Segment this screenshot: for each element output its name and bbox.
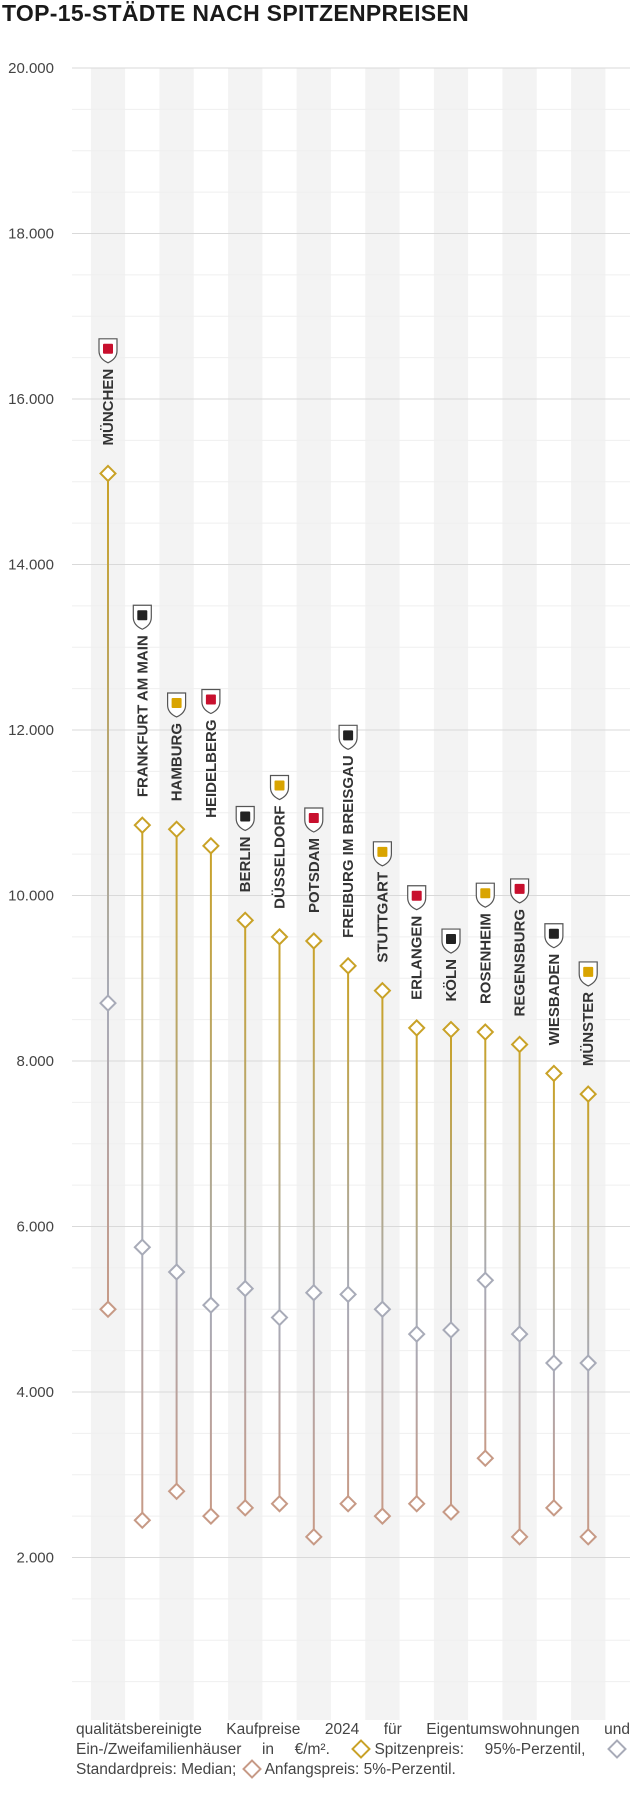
coat-of-arms-emblem-icon xyxy=(446,934,456,945)
y-tick-label: 18.000 xyxy=(8,226,54,243)
anfangspreis-point xyxy=(373,1507,392,1526)
anfangspreis-point xyxy=(167,1482,186,1501)
standardpreis-point xyxy=(544,1354,563,1372)
spitzenpreis-point xyxy=(510,1035,529,1054)
anfangspreis-point xyxy=(270,1494,289,1513)
city-label: POTSDAM xyxy=(306,838,323,913)
anfangspreis-point xyxy=(476,1449,495,1468)
legend-spitzen-diamond-icon xyxy=(351,1739,372,1760)
standardpreis-point xyxy=(133,1238,152,1257)
anfangspreis-point xyxy=(133,1511,152,1530)
city-label: MÜNCHEN xyxy=(100,369,117,446)
city-label: FRANKFURT AM MAIN xyxy=(134,635,151,797)
city-label: FREIBURG IM BREISGAU xyxy=(340,755,357,938)
spitzenpreis-point xyxy=(442,1020,460,1039)
legend-anfang-diamond-icon xyxy=(241,1759,262,1780)
anfangspreis-point xyxy=(510,1527,529,1546)
standardpreis-point xyxy=(407,1325,426,1343)
y-tick-label: 8.000 xyxy=(16,1053,54,1070)
legend-standard-label: Standardpreis: Median; xyxy=(76,1761,237,1778)
anfangspreis-point xyxy=(201,1507,220,1526)
spitzenpreis-point xyxy=(476,1023,495,1041)
standardpreis-point xyxy=(442,1321,460,1339)
city-label: STUTTGART xyxy=(374,872,391,963)
standardpreis-point xyxy=(167,1263,186,1281)
anfangspreis-point xyxy=(236,1498,255,1517)
coat-of-arms-emblem-icon xyxy=(343,730,354,741)
y-tick-label: - xyxy=(49,1715,54,1720)
city-label: HAMBURG xyxy=(169,723,186,801)
coat-of-arms-emblem-icon xyxy=(480,888,491,899)
spitzenpreis-point xyxy=(133,816,152,835)
city-label: DÜSSELDORF xyxy=(272,806,289,909)
coat-of-arms-emblem-icon xyxy=(308,813,319,824)
y-tick-label: 10.000 xyxy=(8,888,54,905)
coat-of-arms-emblem-icon xyxy=(274,780,285,791)
price-chart: - 2.000 4.000 6.000 8.000 10.000 12.000 14.000 1… xyxy=(8,60,630,1720)
anfangspreis-point xyxy=(579,1527,598,1546)
standardpreis-point xyxy=(476,1271,495,1290)
legend-spitzen-label: Spitzenpreis: 95%-Perzentil, xyxy=(374,1741,586,1758)
spitzenpreis-point xyxy=(407,1018,426,1037)
spitzenpreis-point xyxy=(99,464,117,483)
city-label: MÜNSTER xyxy=(580,992,597,1066)
legend-standard-diamond-icon xyxy=(607,1739,627,1760)
legend: qualitätsbereinigte Kaufpreise 2024 für … xyxy=(76,1720,630,1780)
spitzenpreis-point xyxy=(201,836,220,855)
standardpreis-point xyxy=(236,1279,255,1298)
y-tick-label: 16.000 xyxy=(8,391,54,408)
standardpreis-point xyxy=(270,1308,289,1327)
standardpreis-point xyxy=(304,1283,323,1302)
city-label: ROSENHEIM xyxy=(477,913,494,1004)
coat-of-arms-emblem-icon xyxy=(377,846,388,857)
standardpreis-point xyxy=(339,1285,358,1304)
coat-of-arms-emblem-icon xyxy=(583,966,594,977)
spitzenpreis-point xyxy=(579,1085,598,1104)
city-label: BERLIN xyxy=(237,836,254,892)
city-label: HEIDELBERG xyxy=(203,720,220,818)
coat-of-arms-emblem-icon xyxy=(171,697,182,708)
coat-of-arms-emblem-icon xyxy=(514,883,525,894)
spitzenpreis-point xyxy=(167,820,186,839)
coat-of-arms-emblem-icon xyxy=(240,811,251,822)
coat-of-arms-emblem-icon xyxy=(548,928,559,939)
chart-title: TOP-15-STÄDTE NACH SPITZENPREISEN xyxy=(2,0,469,26)
coat-of-arms-emblem-icon xyxy=(103,343,113,354)
spitzenpreis-point xyxy=(339,956,358,975)
spitzenpreis-point xyxy=(304,932,323,950)
anfangspreis-point xyxy=(339,1494,358,1513)
coat-of-arms-emblem-icon xyxy=(205,694,216,705)
y-tick-label: 14.000 xyxy=(8,557,54,574)
spitzenpreis-point xyxy=(373,981,392,1000)
coat-of-arms-emblem-icon xyxy=(411,890,422,901)
city-label: REGENSBURG xyxy=(512,909,529,1017)
standardpreis-point xyxy=(510,1325,529,1343)
legend-anfang-label: Anfangspreis: 5%-Perzentil. xyxy=(264,1761,456,1778)
y-tick-label: 20.000 xyxy=(8,60,54,77)
anfangspreis-point xyxy=(407,1494,426,1513)
spitzenpreis-point xyxy=(544,1064,563,1083)
spitzenpreis-point xyxy=(270,927,289,946)
anfangspreis-point xyxy=(442,1503,460,1521)
y-tick-label: 2.000 xyxy=(16,1550,54,1567)
anfangspreis-point xyxy=(544,1498,563,1517)
legend-note: qualitätsbereinigte Kaufpreise 2024 für … xyxy=(76,1721,630,1758)
anfangspreis-point xyxy=(99,1300,117,1319)
y-tick-label: 6.000 xyxy=(16,1219,54,1236)
standardpreis-point xyxy=(373,1300,392,1319)
coat-of-arms-emblem-icon xyxy=(137,610,148,621)
y-tick-label: 4.000 xyxy=(16,1384,54,1401)
standardpreis-point xyxy=(201,1296,220,1315)
standardpreis-point xyxy=(579,1354,598,1372)
spitzenpreis-point xyxy=(236,911,255,930)
standardpreis-point xyxy=(99,994,117,1012)
city-label: KÖLN xyxy=(443,959,460,1002)
anfangspreis-point xyxy=(304,1527,323,1546)
y-tick-label: 12.000 xyxy=(8,722,54,739)
city-label: WIESBADEN xyxy=(546,954,563,1046)
city-label: ERLANGEN xyxy=(409,916,426,1000)
